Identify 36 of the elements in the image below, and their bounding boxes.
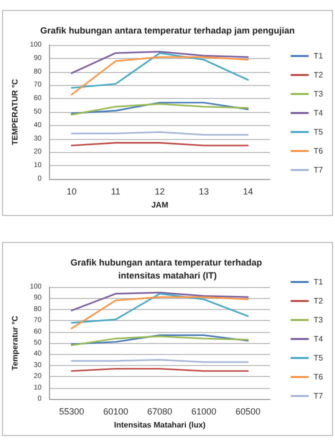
line-series (70, 292, 249, 324)
legend-label: T4 (314, 334, 324, 344)
legend-label: T5 (314, 128, 324, 136)
chart-title: Grafik hubungan antara temperatur terhadap intensitas matahari (IT) (70, 258, 265, 280)
x-tick-label: 55300 (59, 406, 84, 416)
legend-label: T6 (314, 146, 324, 156)
x-tick-label: 12 (154, 186, 165, 196)
line-series (70, 52, 249, 89)
legend-label: T7 (314, 392, 324, 400)
x-tick-label: 61000 (191, 406, 216, 416)
x-tick-label: 10 (66, 186, 77, 196)
x-axis-title: Intensitas Matahari (lux) (114, 420, 206, 430)
y-axis-title: Temperatur °C (10, 315, 20, 370)
line-series (70, 292, 249, 312)
legend-label: T5 (314, 354, 324, 362)
legend-label: T2 (314, 296, 324, 306)
legend-label: T3 (314, 316, 324, 324)
y-axis-title: TEMPERATUR °C (10, 78, 20, 146)
chart-title: Grafik hubungan antara temperatur terhadap jam pengujian (40, 26, 295, 36)
line-series (70, 56, 249, 96)
legend-label: T1 (314, 52, 324, 60)
x-tick-label: 60100 (103, 406, 128, 416)
legend-label: T2 (314, 70, 324, 80)
line-series (70, 296, 249, 330)
line-series (70, 50, 249, 74)
x-axis-title: JAM (151, 200, 169, 210)
legend-label: T1 (314, 278, 324, 286)
x-tick-label: 60500 (235, 406, 260, 416)
legend-label: T6 (314, 372, 324, 382)
legend-label: T4 (314, 108, 324, 118)
x-tick-label: 13 (198, 186, 209, 196)
x-tick-label: 14 (242, 186, 253, 196)
x-tick-label: 67080 (147, 406, 172, 416)
x-tick-label: 11 (111, 186, 120, 196)
legend-label: T3 (314, 90, 324, 98)
legend-label: T7 (314, 166, 324, 174)
